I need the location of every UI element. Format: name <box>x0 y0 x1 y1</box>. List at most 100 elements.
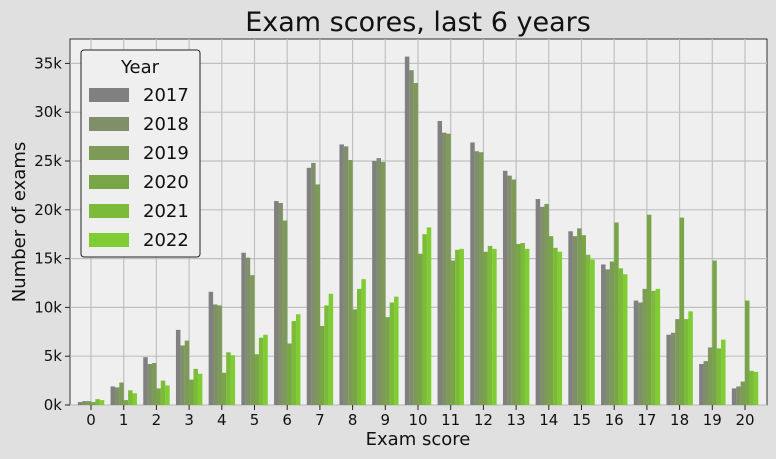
legend-label-2018: 2018 <box>143 114 189 135</box>
bar-2019-score-6 <box>282 220 288 405</box>
bar-2017-score-17 <box>633 300 639 405</box>
bar-2018-score-1 <box>114 387 120 405</box>
bar-2022-score-16 <box>622 274 628 405</box>
legend-swatch-2019 <box>89 146 129 160</box>
bar-2020-score-2 <box>156 388 161 405</box>
bar-2019-score-11 <box>446 133 451 406</box>
bar-2018-score-12 <box>474 151 480 405</box>
x-tick-label-10: 10 <box>408 411 427 429</box>
bar-2018-score-17 <box>638 302 643 405</box>
bar-2021-score-16 <box>618 268 624 405</box>
bar-2021-score-0 <box>95 399 100 405</box>
bar-2018-score-5 <box>245 257 251 405</box>
x-tick-label-5: 5 <box>250 411 260 429</box>
bar-2018-score-14 <box>540 206 545 405</box>
x-axis-title: Exam score <box>366 429 471 450</box>
bar-2021-score-5 <box>258 337 264 405</box>
bar-2017-score-3 <box>175 329 181 405</box>
bar-2021-score-1 <box>128 390 133 405</box>
legend-title: Year <box>120 57 160 78</box>
y-tick-label-1: 5k <box>44 347 63 365</box>
bar-2021-score-10 <box>422 234 427 405</box>
bar-2022-score-10 <box>426 227 432 405</box>
bar-2022-score-14 <box>557 251 563 405</box>
bar-2019-score-19 <box>707 347 713 405</box>
x-tick-label-12: 12 <box>474 411 493 429</box>
bar-2022-score-5 <box>263 334 268 405</box>
bar-2020-score-11 <box>450 260 456 405</box>
legend-swatch-2017 <box>89 88 129 102</box>
y-axis-ticks: 0k 5k 10k 15k 20k 25k 30k 35k <box>34 54 70 414</box>
bar-2020-score-6 <box>287 343 292 405</box>
bar-2021-score-2 <box>160 380 166 405</box>
x-tick-label-19: 19 <box>703 411 722 429</box>
bar-2022-score-15 <box>590 259 595 405</box>
bar-2020-score-15 <box>581 235 586 405</box>
bar-2017-score-12 <box>470 142 475 405</box>
bar-2019-score-17 <box>642 288 647 405</box>
bar-2020-score-14 <box>548 236 554 405</box>
x-tick-label-6: 6 <box>282 411 292 429</box>
bar-2018-score-16 <box>605 269 610 405</box>
bar-2017-score-4 <box>208 291 214 405</box>
bar-2022-score-3 <box>197 373 203 405</box>
bar-2019-score-18 <box>675 319 680 405</box>
x-tick-label-11: 11 <box>441 411 460 429</box>
x-tick-label-17: 17 <box>637 411 656 429</box>
bar-2022-score-1 <box>132 393 137 405</box>
bar-2018-score-11 <box>441 132 447 405</box>
bar-2020-score-13 <box>516 243 521 405</box>
bar-2020-score-10 <box>418 253 423 405</box>
bar-2022-score-9 <box>394 296 399 405</box>
bar-2018-score-9 <box>376 158 382 405</box>
bar-2022-score-7 <box>328 293 334 405</box>
bar-2020-score-20 <box>745 300 750 405</box>
bar-2018-score-20 <box>736 386 741 405</box>
y-tick-label-5: 25k <box>34 152 62 170</box>
bar-2019-score-9 <box>380 161 386 405</box>
x-tick-label-8: 8 <box>348 411 358 429</box>
bar-2017-score-20 <box>731 388 737 405</box>
bar-2017-score-5 <box>241 252 246 405</box>
bar-2019-score-4 <box>217 305 222 405</box>
legend-swatch-2018 <box>89 117 129 131</box>
legend-label-2021: 2021 <box>143 201 189 222</box>
bar-2020-score-17 <box>646 214 652 405</box>
bar-2022-score-0 <box>99 400 105 405</box>
bar-2022-score-2 <box>165 385 170 405</box>
bar-2019-score-0 <box>86 401 92 405</box>
x-tick-label-7: 7 <box>315 411 325 429</box>
bar-2018-score-13 <box>507 175 512 405</box>
bar-2019-score-5 <box>250 275 255 405</box>
x-tick-label-18: 18 <box>670 411 689 429</box>
bar-2022-score-8 <box>361 279 366 405</box>
legend-swatch-2022 <box>89 233 129 247</box>
bar-2021-score-18 <box>683 319 689 405</box>
bar-2020-score-7 <box>319 325 325 405</box>
x-axis-ticks: 0 1 2 3 4 5 6 7 8 9 10 11 12 13 14 15 16 17 18 19 20 <box>86 405 755 429</box>
bar-2018-score-8 <box>343 146 349 406</box>
bar-2021-score-8 <box>356 288 362 405</box>
bar-2019-score-8 <box>348 160 353 405</box>
legend-label-2020: 2020 <box>143 172 189 193</box>
bar-2017-score-10 <box>404 56 410 405</box>
bar-2019-score-13 <box>511 179 517 405</box>
x-tick-label-16: 16 <box>605 411 624 429</box>
bar-2022-score-18 <box>688 311 693 405</box>
legend-swatch-2021 <box>89 204 129 218</box>
x-tick-label-15: 15 <box>572 411 591 429</box>
bar-2019-score-12 <box>479 152 484 405</box>
legend-label-2022: 2022 <box>143 230 189 251</box>
x-tick-label-0: 0 <box>86 411 96 429</box>
x-tick-label-3: 3 <box>184 411 194 429</box>
bar-2021-score-17 <box>651 290 656 405</box>
bar-2018-score-10 <box>409 70 414 405</box>
bar-2021-score-13 <box>520 242 525 405</box>
bar-2022-score-17 <box>655 288 661 405</box>
bar-2021-score-11 <box>455 249 460 405</box>
bar-2020-score-12 <box>483 251 488 405</box>
bar-2019-score-20 <box>740 381 746 405</box>
bar-2017-score-16 <box>601 264 606 405</box>
bar-2021-score-4 <box>226 352 231 405</box>
bar-2021-score-7 <box>324 305 329 405</box>
